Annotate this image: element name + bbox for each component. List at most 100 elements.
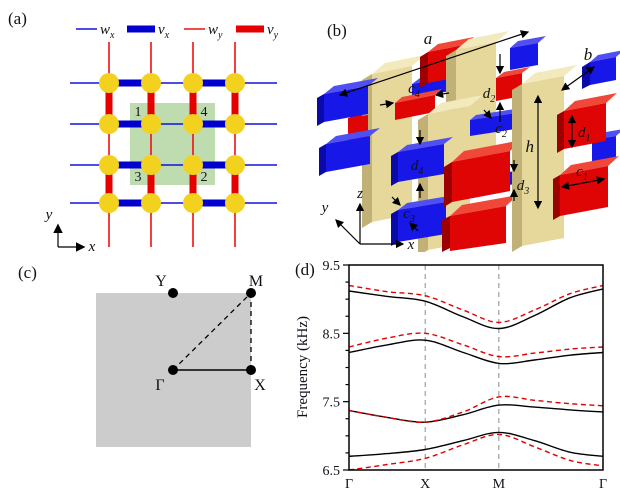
- x-point-label: X: [254, 377, 266, 394]
- lattice-bonds-and-nodes: [70, 42, 277, 247]
- band2-dashed-red: [348, 395, 604, 424]
- band3-solid-black: [348, 339, 604, 365]
- dim-arrow-c3-top: [391, 196, 401, 206]
- lattice-node: [99, 73, 119, 93]
- strong-bond-x: [109, 161, 151, 169]
- panel-c-label: (c): [18, 263, 37, 282]
- lattice-node: [183, 155, 203, 175]
- point-labels: Y M Γ X: [155, 273, 266, 394]
- dimension-annotations: a b h d2 c2 d3 d1 c1 c4 d4: [338, 29, 606, 232]
- panel-d-band-structure: (d) Frequency (kHz) 6.5 7.5 8.5 9.5 Γ X M Γ: [295, 259, 607, 492]
- gamma-point-label: Γ: [155, 377, 164, 394]
- strong-bond-x: [109, 79, 151, 87]
- thick-red-bar-swatch: [236, 25, 264, 33]
- dim-label-b: b: [584, 45, 593, 64]
- lattice-node: [225, 73, 245, 93]
- y-tick-label: 6.5: [323, 464, 341, 479]
- blue-block-d4: [391, 137, 453, 186]
- x-axis-label: x: [88, 239, 96, 252]
- k-path: [172, 292, 252, 371]
- strong-bond-y: [147, 83, 155, 124]
- lattice-node: [99, 114, 119, 134]
- strong-bond-x: [193, 199, 235, 207]
- x-tick-label: Γ: [345, 477, 353, 492]
- lattice-node: [225, 155, 245, 175]
- dim-label-c3: c3: [403, 206, 415, 225]
- site-number-1: 1: [135, 105, 142, 120]
- red-block-front-upper: [444, 140, 522, 207]
- dim-arrow-c2: [483, 109, 492, 119]
- strong-bond-y: [231, 165, 239, 203]
- strong-bond-x: [109, 199, 151, 207]
- dim-label-d1: d1: [578, 125, 591, 144]
- dim-label-h: h: [526, 137, 535, 156]
- gamma-point: [168, 365, 178, 375]
- panel-a-lattice: (a) wx vx wy vy 1 4 3 2 y x: [8, 9, 279, 252]
- band-curves: [348, 284, 604, 471]
- y-axis-label: y: [44, 207, 53, 223]
- dim-label-c4: c4: [408, 81, 420, 100]
- dim-arrow-a: [338, 30, 530, 97]
- band1-dashed-red: [348, 433, 604, 471]
- y-axis-arrow: [335, 219, 361, 245]
- dashed-gridlines: [424, 265, 500, 470]
- strong-bond-x: [193, 161, 235, 169]
- blue-block-left-lower: [319, 128, 380, 176]
- lattice-node: [183, 193, 203, 213]
- legend-label-vx: vx: [158, 22, 170, 41]
- strong-bond-y: [105, 165, 113, 203]
- dim-label-d3: d3: [517, 178, 530, 197]
- path-gamma-m: [172, 292, 252, 371]
- red-block-front-lower: [442, 195, 518, 252]
- dim-arrow-c4-left: [379, 99, 395, 109]
- strong-bond-y: [231, 83, 239, 124]
- panel-a-label: (a): [8, 9, 27, 28]
- x-tick-label: M: [493, 477, 506, 492]
- dim-arrow-c4-right: [434, 89, 450, 99]
- band1-solid-black: [348, 431, 604, 457]
- lattice-node: [141, 73, 161, 93]
- strong-bond-y: [189, 83, 197, 124]
- dim-label-c1: c1: [576, 164, 588, 183]
- y-axis-label: y: [320, 200, 329, 216]
- y-point-label: Y: [155, 273, 167, 290]
- panel-c-brillouin-zone: (c) Y M Γ X: [18, 263, 266, 447]
- lattice-node: [183, 73, 203, 93]
- panel-b-axis-triad: z y x: [320, 186, 415, 252]
- lattice-node: [99, 193, 119, 213]
- lattice-node: [225, 193, 245, 213]
- band3-dashed-red: [348, 332, 604, 358]
- strong-bond-y: [105, 83, 113, 124]
- y-point: [168, 288, 178, 298]
- strong-bond-y: [147, 165, 155, 203]
- site-number-4: 4: [201, 105, 208, 120]
- bond-legend: wx vx wy vy: [76, 22, 279, 41]
- dim-arrow-c3-bottom: [409, 222, 419, 232]
- panel-d-label: (d): [295, 260, 315, 279]
- legend-label-wy: wy: [208, 22, 223, 41]
- m-point-label: M: [249, 273, 263, 290]
- panel-a-axis-triad: y x: [44, 207, 96, 252]
- legend-label-vy: vy: [267, 22, 279, 41]
- dim-label-c2: c2: [495, 121, 507, 140]
- lattice-node: [225, 114, 245, 134]
- dim-label-d4: d4: [411, 158, 424, 177]
- band4-dashed-red: [348, 284, 604, 324]
- thick-blue-bar-swatch: [127, 25, 155, 33]
- strong-bond-x: [109, 120, 151, 128]
- y-tick-label: 7.5: [323, 396, 341, 411]
- y-tick-label: 8.5: [323, 327, 341, 342]
- frequency-axis-label: Frequency (kHz): [295, 316, 311, 418]
- y-tick-label: 9.5: [323, 259, 341, 274]
- x-tick-label: Γ: [599, 477, 607, 492]
- site-number-2: 2: [201, 170, 208, 185]
- axis-ticks: [343, 264, 349, 471]
- x-tick-label: X: [420, 477, 430, 492]
- site-numbers: 1 4 3 2: [135, 105, 208, 185]
- band2-solid-black: [348, 404, 604, 423]
- dim-arrow-c1: [560, 176, 606, 190]
- band4-solid-black: [348, 288, 604, 330]
- pillar-front-right: [512, 65, 577, 252]
- blue-block-c3: [391, 195, 455, 246]
- legend-label-wx: wx: [100, 22, 115, 41]
